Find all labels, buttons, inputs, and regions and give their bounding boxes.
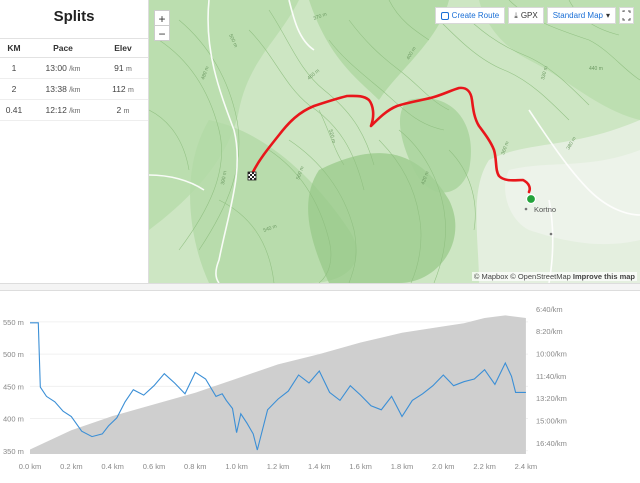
gpx-label: GPX: [520, 11, 538, 20]
split-pace: 13:00 /km: [28, 57, 98, 79]
elevation-tick-label: 350 m: [3, 447, 24, 456]
splits-title: Splits: [53, 8, 95, 25]
pace-tick-label: 6:40/km: [536, 305, 563, 314]
map-attribution: © Mapbox © OpenStreetMap Improve this ma…: [471, 272, 637, 281]
osm-attribution[interactable]: © OpenStreetMap: [510, 272, 571, 281]
split-km: 2: [0, 78, 28, 100]
splits-panel: Splits KM Pace Elev 1 13:00 /km 91 m 2 1…: [0, 0, 149, 283]
gpx-button[interactable]: ⤓ GPX: [508, 7, 544, 24]
zoom-out-button[interactable]: −: [154, 25, 170, 41]
download-icon: ⤓: [514, 11, 518, 20]
split-elev: 112 m: [98, 78, 148, 100]
distance-tick-label: 0.6 km: [143, 462, 166, 471]
table-row: 1 13:00 /km 91 m: [0, 57, 148, 79]
fullscreen-icon: [622, 10, 631, 21]
elevation-tick-label: 500 m: [3, 350, 24, 359]
elevation-pace-chart[interactable]: 550 m 500 m 450 m 400 m 350 m 6:40/km 8:20/km…: [0, 291, 640, 483]
contour-label: 390 m: [220, 171, 228, 186]
finish-flag-icon: [247, 171, 257, 181]
elevation-tick-label: 550 m: [3, 318, 24, 327]
elevation-tick-label: 400 m: [3, 415, 24, 424]
create-route-label: Create Route: [451, 11, 500, 20]
fullscreen-button[interactable]: [619, 7, 634, 24]
distance-tick-label: 1.8 km: [391, 462, 414, 471]
header-pace: Pace: [28, 38, 98, 58]
start-marker-icon: [525, 193, 537, 205]
distance-tick-label: 2.4 km: [515, 462, 538, 471]
distance-tick-label: 1.0 km: [225, 462, 248, 471]
header-elev: Elev: [98, 38, 148, 58]
pace-tick-label: 16:40/km: [536, 439, 567, 448]
splits-table: KM Pace Elev 1 13:00 /km 91 m 2 13:38 /k…: [0, 38, 148, 121]
distance-tick-label: 0.8 km: [184, 462, 207, 471]
pace-tick-label: 11:40/km: [536, 372, 566, 381]
pace-tick-label: 15:00/km: [536, 417, 567, 426]
place-label: Kortno: [534, 205, 556, 214]
contour-label: 360 m: [500, 141, 510, 156]
split-km: 0.41: [0, 99, 28, 121]
pace-tick-label: 10:00/km: [536, 350, 567, 359]
elevation-tick-label: 450 m: [3, 382, 24, 391]
contour-label: 520 m: [327, 129, 336, 144]
route-map[interactable]: 370 m 500 m 480 m 460 m 400 m 440 m 520 …: [149, 0, 640, 283]
contour-label: 480 m: [200, 66, 210, 81]
contour-label: 370 m: [313, 11, 328, 21]
split-pace: 13:38 /km: [28, 78, 98, 100]
contour-label: 330 m: [540, 66, 549, 81]
split-km: 1: [0, 57, 28, 79]
contour-label: 540 m: [263, 223, 278, 233]
distance-tick-label: 0.2 km: [60, 462, 83, 471]
split-elev: 2 m: [98, 99, 148, 121]
elevation-axis: 550 m 500 m 450 m 400 m 350 m: [3, 318, 24, 456]
split-pace: 12:12 /km: [28, 99, 98, 121]
distance-axis: 0.0 km 0.2 km 0.4 km 0.6 km 0.8 km 1.0 km 1.2 …: [19, 462, 537, 471]
map-style-label: Standard Map: [552, 11, 603, 20]
improve-map-link[interactable]: Improve this map: [572, 272, 635, 281]
route-line: [251, 86, 532, 194]
header-km: KM: [0, 38, 28, 58]
contour-label: 440 m: [589, 66, 603, 72]
distance-tick-label: 1.6 km: [349, 462, 372, 471]
contour-label: 420 m: [420, 171, 430, 186]
distance-tick-label: 0.0 km: [19, 462, 42, 471]
distance-tick-label: 2.2 km: [473, 462, 496, 471]
distance-tick-label: 1.2 km: [267, 462, 290, 471]
map-toolbar: Create Route ⤓ GPX Standard Map ▾: [432, 7, 616, 24]
pace-tick-label: 8:20/km: [536, 327, 563, 336]
distance-tick-label: 0.4 km: [101, 462, 124, 471]
elevation-area: [30, 315, 526, 454]
resize-divider[interactable]: [0, 283, 640, 291]
contour-label: 560 m: [295, 166, 305, 181]
split-elev: 91 m: [98, 57, 148, 79]
zoom-in-button[interactable]: +: [154, 10, 170, 26]
route-icon: [440, 11, 449, 20]
table-row: 2 13:38 /km 112 m: [0, 78, 148, 100]
chevron-down-icon: ▾: [605, 11, 610, 20]
pace-line: [30, 322, 526, 451]
splits-header-row: KM Pace Elev: [0, 38, 148, 58]
map-canvas[interactable]: 370 m 500 m 480 m 460 m 400 m 440 m 520 …: [149, 0, 640, 283]
create-route-button[interactable]: Create Route: [434, 7, 506, 24]
distance-tick-label: 1.4 km: [308, 462, 331, 471]
contour-label: 500 m: [227, 33, 238, 48]
pace-axis: 6:40/km 8:20/km 10:00/km 11:40/km 13:20/km 15…: [536, 305, 567, 448]
pace-tick-label: 13:20/km: [536, 394, 567, 403]
map-style-select[interactable]: Standard Map ▾: [546, 7, 616, 24]
table-row: 0.41 12:12 /km 2 m: [0, 99, 148, 121]
mapbox-attribution[interactable]: © Mapbox: [473, 272, 509, 281]
distance-tick-label: 2.0 km: [432, 462, 455, 471]
